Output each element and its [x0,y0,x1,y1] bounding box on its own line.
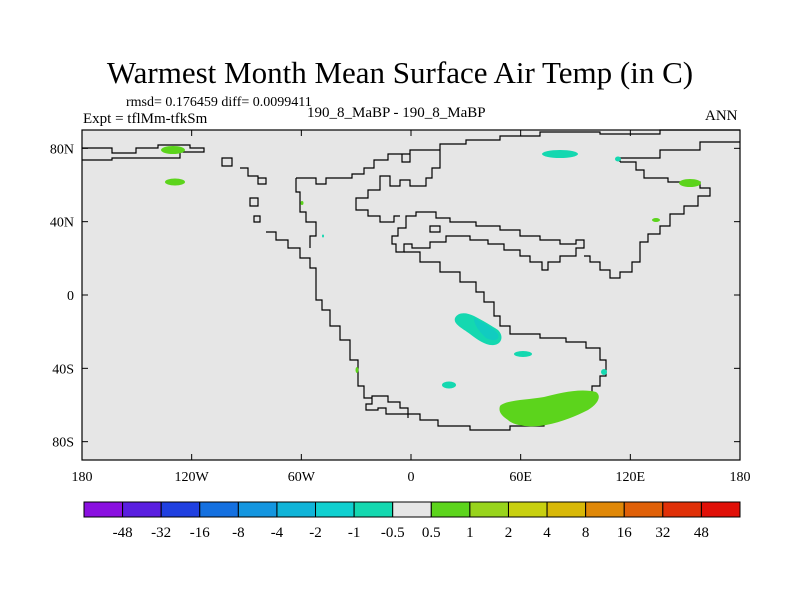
colorbar-label: -4 [271,525,284,541]
colorbar-box [585,501,625,518]
colorbar-box [315,501,355,518]
colorbar-label: 0.5 [422,525,441,541]
colorbar-label: 8 [582,525,590,541]
lon-tick-label: 60W [288,470,316,485]
lat-tick-label: 0 [67,289,74,304]
anomaly-patch [442,381,456,389]
colorbar-label: 48 [694,525,709,541]
axis-tick-labels: 180 120W 60W 0 60E 120E 180 80N 40N 0 40S 80S [50,142,751,485]
anomaly-patch [300,201,304,205]
center-label: 190_8_MaBP - 190_8_MaBP [307,105,486,121]
colorbar-label: -1 [348,525,361,541]
northern-continent-outline [82,129,740,399]
colorbar-label: 2 [505,525,513,541]
plot-title: Warmest Month Mean Surface Air Temp (in … [106,55,694,90]
colorbar-box [546,501,587,518]
anomaly-patch [652,218,660,222]
colorbar-box [276,501,317,518]
anomaly-patch [322,234,324,238]
colorbar-label: 32 [655,525,670,541]
colorbar-label: 1 [466,525,474,541]
colorbar-box [83,501,124,518]
lon-tick-label: 120W [175,470,210,485]
colorbar-label: -2 [309,525,322,541]
colorbar-label: -32 [151,525,171,541]
colorbar-box [623,501,664,518]
colorbar-box [430,501,471,518]
lon-tick-label: 120E [616,470,646,485]
colorbar-box [662,501,702,518]
colorbar-label: -48 [113,525,133,541]
eastern-coast-outline [584,161,711,279]
anomaly-patch [165,178,185,186]
colorbar-box [353,501,394,518]
anomaly-patch [542,150,578,158]
anomaly-patch [514,351,532,357]
colorbar-label: -8 [232,525,245,541]
anomaly-patch [601,369,607,375]
colorbar-label: 16 [617,525,633,541]
anomaly-patch [355,367,359,373]
colorbar-box [237,501,278,518]
continent-outlines [82,129,740,431]
anomaly-patch [499,390,599,427]
colorbar-label: 4 [543,525,551,541]
anomaly-patch [679,179,701,187]
map-background [82,130,740,460]
lon-tick-label: 60E [509,470,532,485]
colorbar-box [469,501,509,518]
anomaly-patch [474,318,499,341]
anomaly-patch [161,146,185,154]
lat-tick-label: 40S [52,362,74,377]
anomaly-patches [161,146,701,427]
mediterranean-outline [391,211,585,271]
colorbar-box [199,501,239,518]
colorbar-label: -0.5 [381,525,405,541]
lat-tick-label: 40N [50,216,74,231]
lat-tick-label: 80S [52,436,74,451]
colorbar-box [392,501,432,518]
anomaly-patch [615,156,621,162]
colorbar-box [507,501,548,518]
lon-tick-label: 180 [730,470,751,485]
colorbar-box [700,501,741,518]
lat-tick-label: 80N [50,142,74,157]
experiment-label: Expt = tflMm-tfkSm [83,111,208,127]
colorbar-box [160,501,201,518]
season-label: ANN [705,108,738,124]
stats-label: rmsd= 0.176459 diff= 0.0099411 [126,95,312,110]
lon-tick-label: 180 [72,470,93,485]
colorbar-box [122,501,162,518]
colorbar-label: -16 [190,525,210,541]
lon-tick-label: 0 [408,470,415,485]
axis-ticks [81,130,741,460]
